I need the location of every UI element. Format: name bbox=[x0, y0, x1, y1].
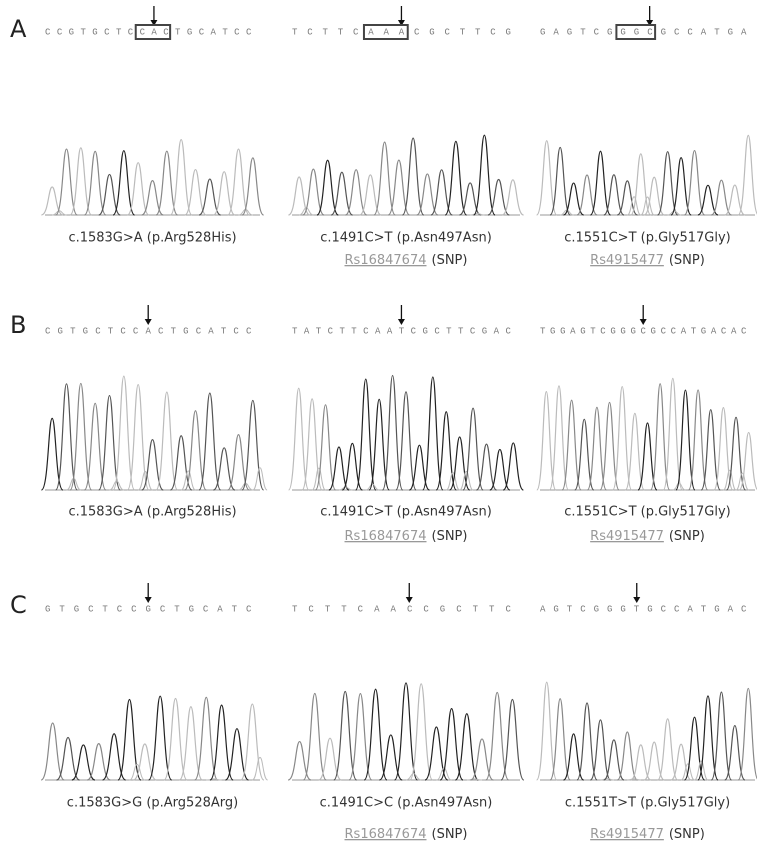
sequence: TATCTTCAATCGCTTCGAC bbox=[292, 326, 511, 336]
rs-link: Rs4915477 bbox=[590, 253, 664, 268]
peak bbox=[590, 151, 610, 215]
panel-label: A bbox=[10, 15, 27, 43]
rs-link: Rs16847674 bbox=[345, 529, 427, 544]
mutation-label: c.1491C>C (p.Asn497Asn) bbox=[320, 796, 493, 811]
sequence: TGGAGTCGGGCGCCATGACAC bbox=[540, 326, 747, 336]
peak bbox=[725, 726, 745, 780]
peak bbox=[644, 177, 664, 215]
arrow-head bbox=[640, 319, 647, 325]
chromatogram bbox=[537, 135, 757, 215]
peak bbox=[658, 719, 678, 780]
peak bbox=[142, 440, 164, 490]
snp-tag: (SNP) bbox=[432, 253, 468, 268]
snp-tag: (SNP) bbox=[432, 827, 468, 842]
peak bbox=[303, 694, 326, 780]
peak bbox=[118, 700, 141, 780]
peak bbox=[99, 174, 121, 215]
peak bbox=[617, 181, 637, 215]
chromatogram bbox=[288, 683, 524, 780]
peak bbox=[133, 744, 156, 780]
arrow-head bbox=[398, 319, 405, 325]
rs-link: Rs16847674 bbox=[345, 253, 427, 268]
chromatogram bbox=[288, 135, 523, 215]
sequence: TCTTCAAACGCTTCG bbox=[292, 27, 511, 37]
sequence: GAGTCGGGCGCCATGA bbox=[540, 27, 747, 37]
chromatogram bbox=[537, 378, 757, 490]
sequence: GTGCTCCGCTGCATC bbox=[45, 604, 252, 614]
peak bbox=[463, 408, 483, 490]
snp-tag: (SNP) bbox=[669, 529, 705, 544]
peak bbox=[638, 423, 657, 490]
rs-link: Rs4915477 bbox=[590, 529, 664, 544]
mutation-label: c.1583G>G (p.Arg528Arg) bbox=[67, 796, 238, 811]
snp-tag: (SNP) bbox=[669, 253, 705, 268]
peak bbox=[242, 400, 264, 490]
chromatogram bbox=[41, 696, 268, 780]
snp-tag: (SNP) bbox=[669, 827, 705, 842]
mutation-label: c.1583G>A (p.Arg528His) bbox=[68, 231, 236, 246]
mutation-label: c.1491C>T (p.Asn497Asn) bbox=[320, 231, 492, 246]
peak bbox=[564, 734, 584, 780]
chromatogram bbox=[41, 140, 263, 215]
peak bbox=[142, 181, 164, 215]
peak bbox=[474, 135, 495, 215]
peak bbox=[673, 483, 686, 490]
rs-link: Rs4915477 bbox=[590, 827, 664, 842]
peak bbox=[671, 744, 691, 780]
snp-tag: (SNP) bbox=[432, 529, 468, 544]
mutation-label: c.1551T>T (p.Gly517Gly) bbox=[565, 796, 730, 811]
peak bbox=[738, 135, 757, 215]
sequence: CCGTGCTCCACTGCATCC bbox=[45, 27, 252, 37]
peak bbox=[241, 704, 264, 780]
rs-link: Rs16847674 bbox=[345, 827, 427, 842]
snp-label: Rs4915477 (SNP) bbox=[590, 827, 705, 842]
panel-label: B bbox=[10, 311, 26, 339]
figure: ACCGTGCTCCACTGCATCCc.1583G>A (p.Arg528Hi… bbox=[0, 0, 757, 849]
peak bbox=[366, 484, 379, 490]
panel-label: C bbox=[10, 591, 27, 619]
snp-label: Rs16847674 (SNP) bbox=[345, 529, 468, 544]
peak bbox=[502, 180, 523, 215]
chromatogram bbox=[289, 375, 524, 490]
mutation-label: c.1551C>T (p.Gly517Gly) bbox=[564, 505, 731, 520]
sequence: AGTCGGGTGCCATGAC bbox=[540, 604, 747, 614]
peak bbox=[319, 738, 342, 780]
mutation-label: c.1551C>T (p.Gly517Gly) bbox=[564, 231, 731, 246]
mutation-label: c.1491C>T (p.Asn497Asn) bbox=[320, 505, 492, 520]
snp-label: Rs4915477 (SNP) bbox=[590, 253, 705, 268]
snp-label: Rs4915477 (SNP) bbox=[590, 529, 705, 544]
peak bbox=[577, 175, 597, 215]
peak bbox=[288, 742, 311, 780]
arrow-head bbox=[145, 597, 152, 603]
sequence: TCTTCAACCGCTTC bbox=[292, 604, 511, 614]
arrow-head bbox=[406, 597, 413, 603]
snp-label: Rs16847674 (SNP) bbox=[345, 827, 468, 842]
peak bbox=[406, 773, 421, 780]
arrow-head bbox=[145, 319, 152, 325]
sequence: CGTGCTCCACTGCATCC bbox=[45, 326, 252, 336]
chromatogram bbox=[41, 376, 267, 490]
peak bbox=[503, 443, 523, 490]
peak bbox=[360, 175, 381, 215]
peak bbox=[471, 739, 494, 780]
arrow-head bbox=[633, 597, 640, 603]
chromatogram bbox=[537, 682, 757, 780]
peak bbox=[445, 141, 466, 215]
peak bbox=[156, 392, 178, 490]
snp-label: Rs16847674 (SNP) bbox=[345, 253, 468, 268]
peak bbox=[668, 211, 681, 215]
peak bbox=[631, 154, 651, 215]
peak bbox=[644, 742, 664, 780]
mutation-label: c.1583G>A (p.Arg528His) bbox=[68, 505, 236, 520]
peak bbox=[379, 735, 402, 780]
peak bbox=[738, 688, 757, 780]
